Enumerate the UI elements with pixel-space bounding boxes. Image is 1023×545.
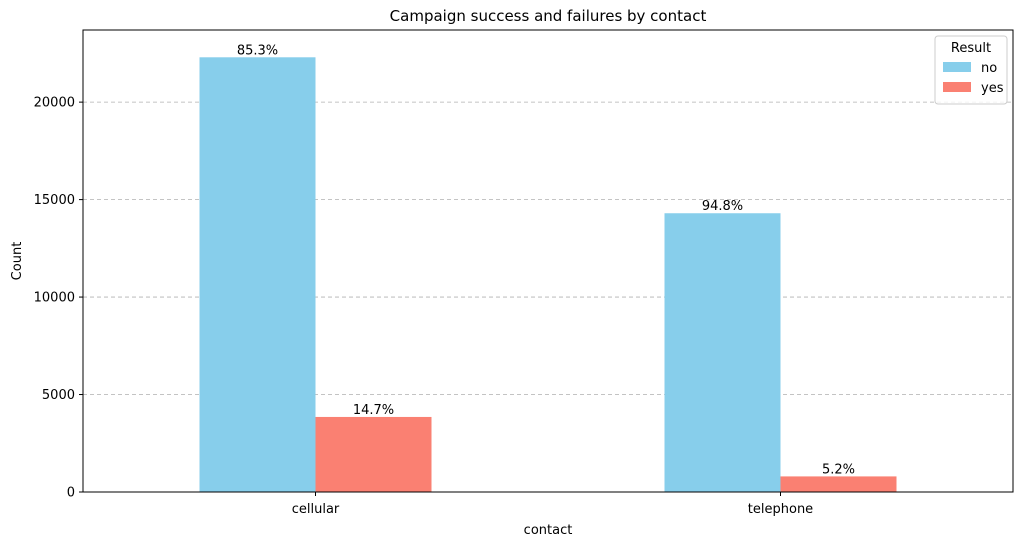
- x-tick-label: telephone: [748, 502, 813, 517]
- bar-data-label: 85.3%: [237, 43, 278, 58]
- bar-data-label: 14.7%: [353, 403, 394, 418]
- y-tick-label: 0: [67, 486, 75, 501]
- bar-cellular-no: [199, 57, 316, 492]
- bar-data-label: 94.8%: [702, 199, 743, 214]
- legend-label-no: no: [981, 61, 997, 76]
- x-axis-title: contact: [524, 523, 573, 538]
- x-axis: cellular telephone: [292, 492, 813, 517]
- y-tick-label: 10000: [34, 291, 75, 306]
- bar-data-label: 5.2%: [822, 462, 855, 477]
- y-tick-label: 5000: [42, 388, 75, 403]
- x-tick-label: cellular: [292, 502, 340, 517]
- bar-telephone-yes: [780, 476, 897, 492]
- y-tick-label: 15000: [34, 193, 75, 208]
- y-axis-title: Count: [10, 242, 25, 281]
- bar-telephone-no: [664, 213, 781, 492]
- legend-swatch-yes: [943, 82, 971, 92]
- y-axis: 0 5000 10000 15000 20000: [34, 96, 83, 501]
- y-tick-label: 20000: [34, 96, 75, 111]
- legend-title: Result: [951, 41, 991, 56]
- plot-area-frame: [82, 29, 1014, 493]
- bar-data-labels: 85.3% 14.7% 94.8% 5.2%: [237, 43, 855, 477]
- legend-label-yes: yes: [981, 81, 1004, 96]
- legend: Result no yes: [934, 35, 1008, 105]
- legend-swatch-no: [943, 62, 971, 72]
- chart-title: Campaign success and failures by contact: [390, 7, 707, 25]
- bars: [199, 57, 897, 492]
- bar-cellular-yes: [315, 416, 432, 492]
- legend-items: no yes: [943, 61, 1004, 96]
